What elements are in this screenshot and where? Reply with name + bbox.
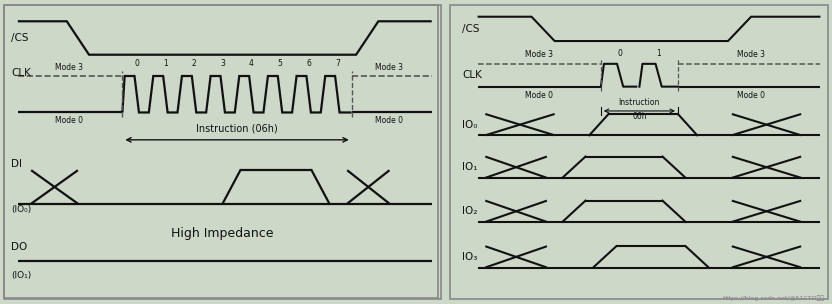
Text: /CS: /CS — [463, 24, 480, 34]
Text: Mode 0: Mode 0 — [55, 116, 83, 125]
Text: 6: 6 — [306, 59, 311, 68]
Text: High Impedance: High Impedance — [171, 227, 274, 240]
Text: CLK: CLK — [11, 68, 31, 78]
Text: 7: 7 — [334, 59, 339, 68]
Text: IO₁: IO₁ — [463, 162, 478, 172]
Text: (IO₀): (IO₀) — [11, 205, 32, 214]
Text: /CS: /CS — [11, 33, 28, 43]
Text: Mode 0: Mode 0 — [737, 91, 765, 100]
Text: Mode 3: Mode 3 — [55, 63, 83, 72]
Text: 06h: 06h — [632, 112, 646, 122]
Text: 1: 1 — [163, 59, 168, 68]
Text: IO₀: IO₀ — [463, 120, 478, 130]
Text: 4: 4 — [249, 59, 254, 68]
Text: 3: 3 — [220, 59, 225, 68]
Text: DI: DI — [11, 159, 22, 169]
Text: https://blog.csdn.net/@51CTO博客: https://blog.csdn.net/@51CTO博客 — [722, 295, 825, 301]
Text: Mode 0: Mode 0 — [375, 116, 404, 125]
Text: Mode 0: Mode 0 — [525, 91, 553, 100]
Text: Instruction (06h): Instruction (06h) — [196, 123, 278, 133]
Text: Mode 3: Mode 3 — [525, 50, 553, 59]
Text: 0: 0 — [134, 59, 139, 68]
Text: 1: 1 — [656, 49, 661, 58]
Text: (IO₁): (IO₁) — [11, 271, 32, 280]
Text: IO₂: IO₂ — [463, 206, 478, 216]
Text: Mode 3: Mode 3 — [737, 50, 765, 59]
Text: Instruction: Instruction — [619, 98, 660, 107]
Text: 5: 5 — [278, 59, 282, 68]
Text: IO₃: IO₃ — [463, 252, 478, 262]
Text: 2: 2 — [191, 59, 196, 68]
Text: Mode 3: Mode 3 — [375, 63, 404, 72]
Text: CLK: CLK — [463, 70, 482, 80]
Text: DO: DO — [11, 242, 27, 252]
Text: 0: 0 — [617, 49, 622, 58]
